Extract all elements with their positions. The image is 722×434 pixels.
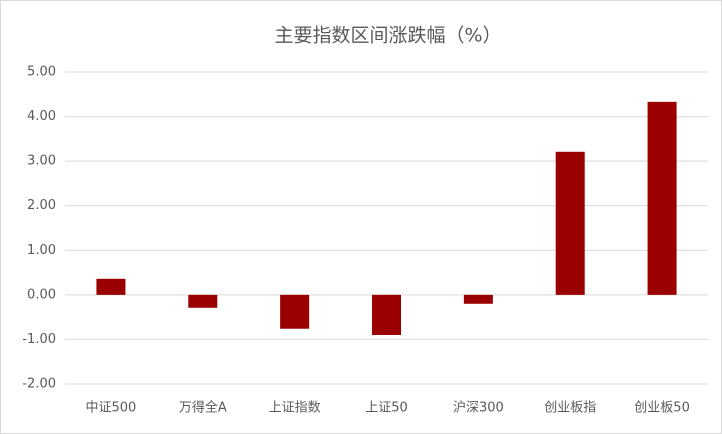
y-tick-label: 2.00 xyxy=(27,198,56,213)
bar xyxy=(96,278,126,295)
bar xyxy=(188,294,218,308)
x-tick-label: 沪深300 xyxy=(453,400,504,416)
chart-title: 主要指数区间涨跌幅（%） xyxy=(274,25,501,47)
x-tick-label: 万得全A xyxy=(179,400,227,416)
bar xyxy=(555,151,585,295)
y-tick-label: 3.00 xyxy=(27,154,56,169)
x-tick-label: 上证指数 xyxy=(269,401,321,416)
y-tick-label: 0.00 xyxy=(27,287,56,302)
bar xyxy=(463,294,493,304)
y-tick-label: -2.00 xyxy=(22,377,56,392)
y-tick-label: -1.00 xyxy=(22,332,56,347)
y-tick-label: 5.00 xyxy=(27,65,56,80)
y-tick-label: 1.00 xyxy=(27,243,56,258)
bar xyxy=(647,101,677,295)
bar xyxy=(372,294,401,335)
x-tick-label: 创业板50 xyxy=(634,401,690,416)
x-tick-label: 上证50 xyxy=(365,401,408,416)
x-tick-label: 中证500 xyxy=(86,401,137,416)
y-tick-label: 4.00 xyxy=(27,109,56,124)
x-tick-label: 创业板指 xyxy=(544,401,596,416)
bar xyxy=(280,294,310,329)
